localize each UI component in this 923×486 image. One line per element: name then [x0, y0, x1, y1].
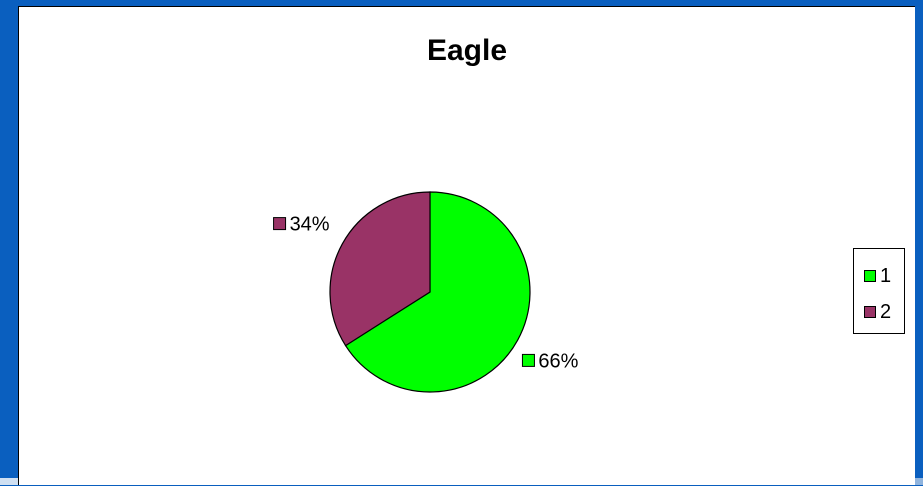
data-label-text-1: 66%	[538, 350, 578, 372]
legend-swatch-2	[864, 306, 876, 318]
data-label-swatch-1	[521, 353, 535, 367]
legend-swatch-1	[864, 270, 876, 282]
pie-slice-1	[344, 191, 531, 393]
legend-label-2: 2	[880, 300, 892, 323]
data-label-text-2: 34%	[290, 214, 330, 236]
data-label-2: 34%	[273, 214, 330, 236]
chart-title: Eagle	[426, 34, 508, 67]
pie-slices	[329, 191, 531, 393]
legend-entry-2: 2	[864, 301, 891, 323]
data-label-1: 66%	[521, 350, 579, 372]
pie-chart: 66% 34%	[273, 191, 579, 393]
chart-legend: 1 2	[853, 248, 905, 334]
pie-data-labels: 66% 34%	[273, 214, 579, 372]
pie-slice-2	[329, 191, 431, 347]
chart-panel: Eagle 66% 34% 1 2	[18, 6, 915, 485]
data-label-swatch-2	[273, 217, 287, 231]
legend-entry-1: 1	[864, 265, 891, 287]
legend-label-1: 1	[880, 264, 892, 287]
